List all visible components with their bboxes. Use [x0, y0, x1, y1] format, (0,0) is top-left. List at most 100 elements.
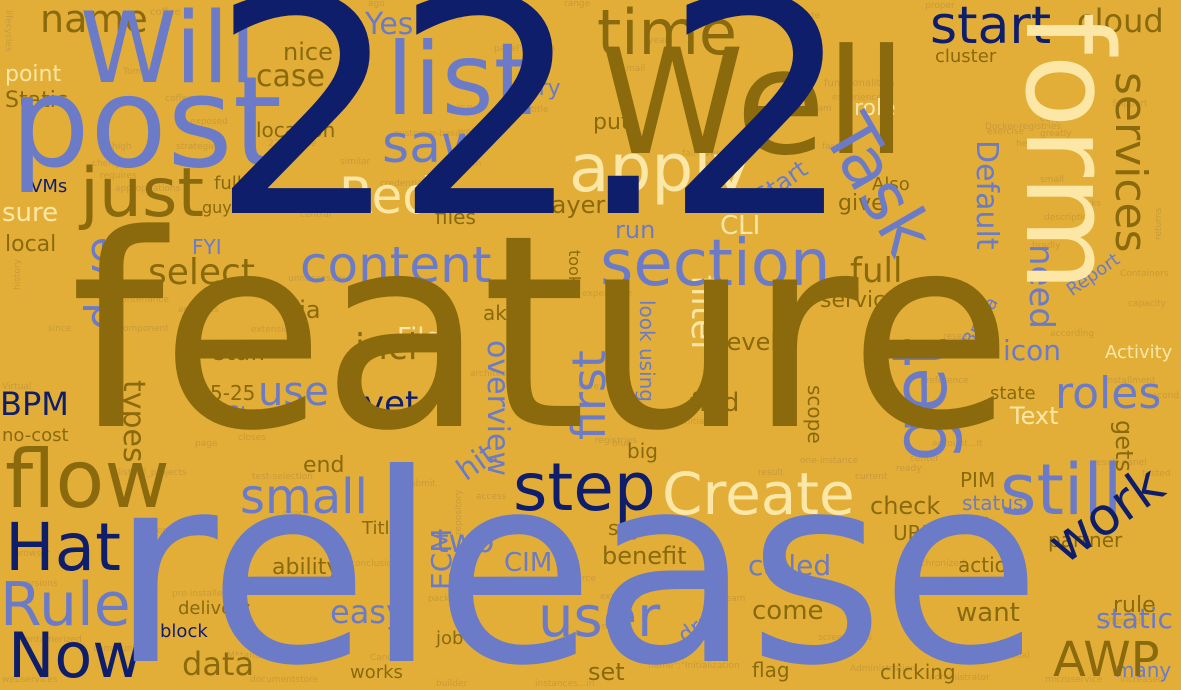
word-leave: leave — [457, 103, 482, 113]
word-cancel: Cancel — [370, 653, 401, 663]
word-blue: blue — [612, 439, 632, 449]
word-aka: aka — [483, 301, 519, 325]
word-center: center — [910, 454, 939, 464]
word-state: state — [990, 383, 1036, 404]
word-customerbase: customer-base — [394, 129, 461, 139]
word-point: point — [5, 62, 62, 87]
word-instances: instances...in — [535, 679, 595, 689]
word-builder: builder — [436, 679, 468, 689]
word-configuration: configuration — [152, 526, 212, 536]
word-current: current — [855, 472, 888, 482]
word-administration: Administration — [850, 664, 916, 674]
word-failover: fail-over — [682, 149, 720, 159]
word-222-nice: 22.2...Nice — [268, 139, 317, 149]
word-use: use — [258, 369, 329, 415]
word-time: time — [597, 0, 738, 69]
word-delivery: delivery — [178, 598, 251, 619]
word-post: post — [10, 49, 283, 196]
word-name: name — [40, 0, 148, 41]
word-works: works — [350, 662, 403, 683]
word-panel: panel's...data — [494, 44, 555, 54]
word-greatly: greatly — [1040, 129, 1072, 139]
word-lifecycles: lifecycles — [3, 10, 13, 52]
word-block: block — [160, 621, 208, 642]
word-mail: mail — [626, 64, 646, 74]
word-submit: submit — [405, 479, 436, 489]
word-cli: CLI — [720, 211, 761, 241]
word-maintenance: maintenance — [110, 295, 169, 305]
word-stuff: stuff — [213, 338, 267, 366]
word-details: details — [432, 13, 462, 23]
word-roles: roles — [1055, 368, 1162, 419]
word-strategie: strategie — [176, 142, 217, 152]
word-sure: sure — [2, 198, 59, 228]
word-administrator: administrator — [929, 673, 990, 683]
word-local: local — [5, 232, 57, 257]
word-put: put — [593, 110, 630, 135]
word-url: URL — [893, 521, 933, 545]
word-manufacturer: M**anufacturer — [227, 651, 297, 661]
word-consider: consider — [440, 0, 479, 9]
word-guy: guy — [202, 198, 232, 217]
word-functionalities: functionalities — [824, 78, 895, 89]
word-awp: AWP — [1053, 632, 1160, 688]
word-cherry: cherry — [92, 159, 121, 169]
word-amazon: Amazon — [445, 159, 482, 169]
word-unnecessary: unnecessary — [288, 274, 346, 284]
word-come: come — [752, 596, 824, 626]
word-yes: Yes — [365, 7, 414, 42]
word-ago: ago — [368, 0, 385, 9]
word-initialize: initialize — [682, 417, 720, 427]
word-layer: layer — [545, 191, 606, 219]
word-closes: closes — [238, 433, 266, 443]
word-check: check — [870, 492, 941, 520]
word-synchronized: synchronized — [905, 559, 965, 569]
word-appropriations: appropriations — [115, 184, 181, 194]
word-many: many — [1115, 658, 1172, 682]
word-easy: easy — [330, 593, 405, 631]
word-apply: apply — [569, 130, 751, 207]
word-central: central — [300, 210, 332, 220]
word-saw: saw — [382, 115, 484, 175]
word-coffee: coffee — [150, 7, 181, 18]
word-according: according — [1050, 329, 1095, 339]
word-job: job — [436, 628, 464, 649]
word-oneinstance: one-instance — [800, 456, 859, 466]
word-documentstore: documentstore — [250, 675, 319, 685]
word-preference: preference — [920, 376, 969, 386]
word-try: try — [530, 76, 561, 101]
word-small-tiny: small — [1040, 175, 1064, 185]
word-increased: increased — [1120, 675, 1164, 685]
word-will: Will — [80, 0, 257, 106]
word-support: Support — [1112, 99, 1148, 109]
word-file: File — [397, 323, 441, 353]
word-containers: Containers — [1120, 269, 1169, 279]
word-research: research — [943, 332, 982, 342]
word-webservices: webservices — [2, 675, 58, 685]
word-space: space — [283, 509, 310, 519]
word-testselection: test-selection — [252, 472, 313, 482]
word-compose: compose — [691, 1, 732, 11]
word-fully: fully — [214, 173, 253, 194]
word-indication: indication — [750, 142, 795, 152]
word-tomcat: Tomcat — [123, 67, 156, 77]
word-title-tiny: title — [531, 105, 549, 115]
word-files: files — [435, 205, 476, 229]
word-conclusion: conclusion — [350, 559, 398, 569]
word-section: section — [600, 227, 831, 301]
word-data: data — [182, 645, 255, 683]
word-content: content — [300, 236, 492, 294]
word-now: Now — [8, 619, 144, 690]
word-static-cap: Static — [5, 88, 68, 113]
word-fans: fans — [612, 614, 632, 624]
word-clicking: clicking — [880, 660, 956, 684]
word-installment: installment — [1105, 376, 1156, 386]
word-run: run — [615, 216, 656, 244]
word-exercise: exercise — [987, 127, 1025, 137]
word-5-25: 5-25 — [210, 381, 256, 405]
word-flow: flow — [5, 433, 170, 526]
word-still: still — [1000, 449, 1123, 531]
word-listallprojects: list_all_projects — [118, 468, 187, 478]
word-years: years — [648, 36, 673, 46]
word-cim: CIM — [504, 548, 553, 578]
